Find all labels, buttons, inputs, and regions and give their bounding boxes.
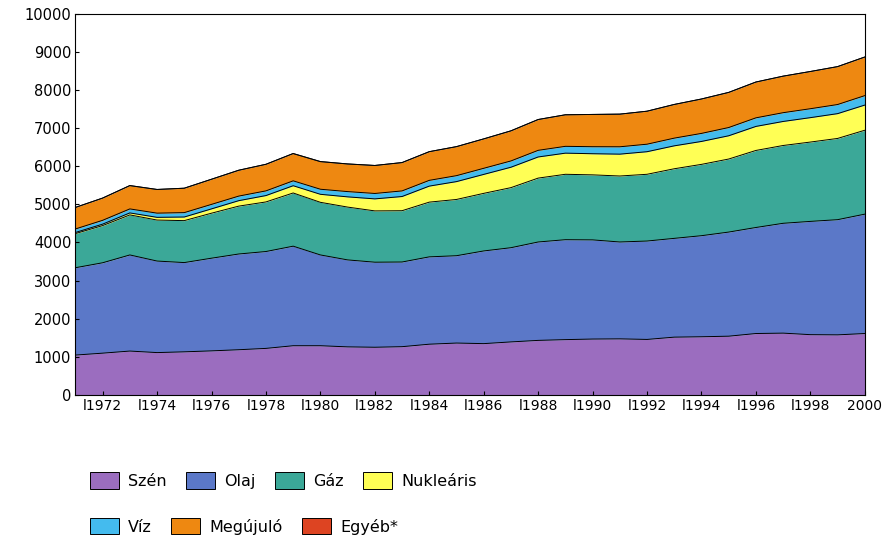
Legend: Víz, Megújuló, Egyéb*: Víz, Megújuló, Egyéb* xyxy=(83,512,404,541)
